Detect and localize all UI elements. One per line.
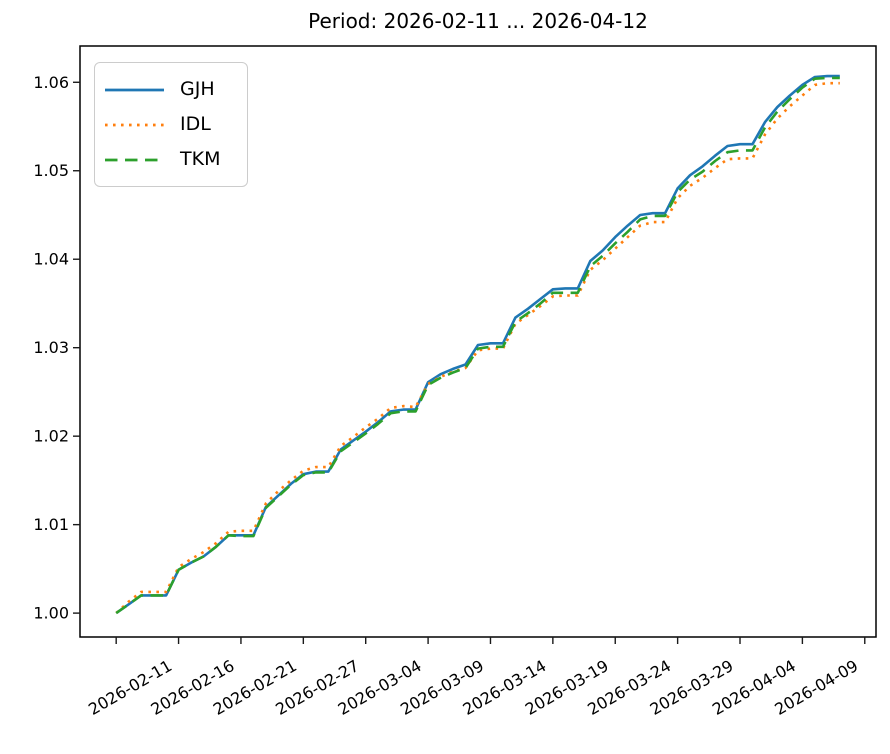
y-tick-label: 1.00 <box>33 604 69 623</box>
y-tick-label: 1.05 <box>33 161 69 180</box>
legend-label-gjh: GJH <box>180 78 215 100</box>
legend-label-tkm: TKM <box>180 148 221 170</box>
y-tick-label: 1.01 <box>33 515 69 534</box>
tkm-line-sample <box>105 158 164 161</box>
legend-label-idl: IDL <box>180 113 211 135</box>
y-tick-label: 1.04 <box>33 250 69 269</box>
series-line-gjh <box>115 74 840 615</box>
y-tick-label: 1.06 <box>33 73 69 92</box>
y-tick-label: 1.02 <box>33 427 69 446</box>
idl-line-sample <box>105 123 164 126</box>
axes-spines <box>79 45 877 638</box>
legend-item-tkm: TKM <box>105 150 237 169</box>
chart-title: Period: 2026-02-11 ... 2026-04-12 <box>308 9 648 33</box>
legend: GJH IDL TKM <box>94 62 248 187</box>
legend-item-gjh: GJH <box>105 80 237 99</box>
legend-item-idl: IDL <box>105 115 237 134</box>
gjh-line-sample <box>105 88 164 91</box>
series-line-tkm <box>115 76 840 615</box>
y-tick-label: 1.03 <box>33 338 69 357</box>
